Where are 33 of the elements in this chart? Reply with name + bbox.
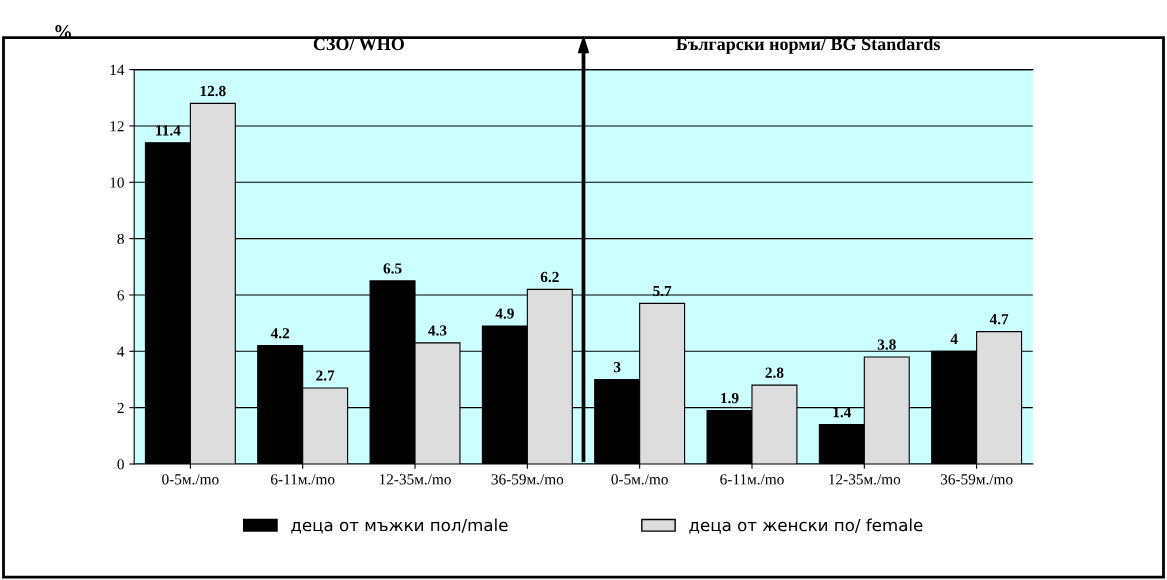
legend-label: деца от мъжки пол/male bbox=[291, 518, 508, 534]
data-label: 2.7 bbox=[316, 370, 335, 381]
data-label: 6.2 bbox=[540, 271, 559, 283]
data-label: 1.9 bbox=[721, 392, 739, 404]
y-tick-label: 6 bbox=[117, 290, 125, 301]
data-label: 5.7 bbox=[653, 286, 672, 297]
x-tick-label: 36-59м./mo bbox=[491, 474, 564, 485]
data-label: 2.8 bbox=[765, 367, 784, 378]
data-label: 4.9 bbox=[495, 308, 514, 319]
y-tick-label: 2 bbox=[117, 402, 124, 413]
y-tick-label: 4 bbox=[117, 346, 125, 357]
x-tick-label: 0-5м./mo bbox=[162, 474, 219, 485]
data-label: 4.2 bbox=[270, 328, 290, 339]
data-label: 12.8 bbox=[200, 85, 226, 97]
legend-label: деца от женски по/ female bbox=[689, 518, 923, 534]
x-tick-label: 0-5м./mo bbox=[611, 474, 668, 485]
data-label: 11.4 bbox=[156, 125, 181, 136]
data-label: 3.8 bbox=[877, 339, 896, 350]
y-tick-label: 14 bbox=[110, 64, 125, 75]
x-tick-label: 12-35м./mo bbox=[829, 474, 901, 485]
y-tick-label: 10 bbox=[110, 177, 124, 188]
data-label: 3 bbox=[613, 361, 621, 373]
x-tick-label: 12-35м./mo bbox=[379, 474, 451, 485]
x-tick-label: 36-59м./mo bbox=[940, 474, 1013, 485]
data-label: 4.3 bbox=[428, 325, 447, 336]
x-tick-label: 6-11м./mo bbox=[271, 474, 335, 485]
y-tick-label: 12 bbox=[110, 121, 124, 132]
y-tick-label: 0 bbox=[117, 459, 124, 470]
data-label: 6.5 bbox=[383, 263, 402, 274]
y-tick-label: 8 bbox=[117, 233, 124, 245]
data-label: 4.7 bbox=[989, 314, 1009, 325]
x-tick-label: 6-11м./mo bbox=[720, 474, 784, 485]
data-label: 4 bbox=[950, 333, 958, 344]
